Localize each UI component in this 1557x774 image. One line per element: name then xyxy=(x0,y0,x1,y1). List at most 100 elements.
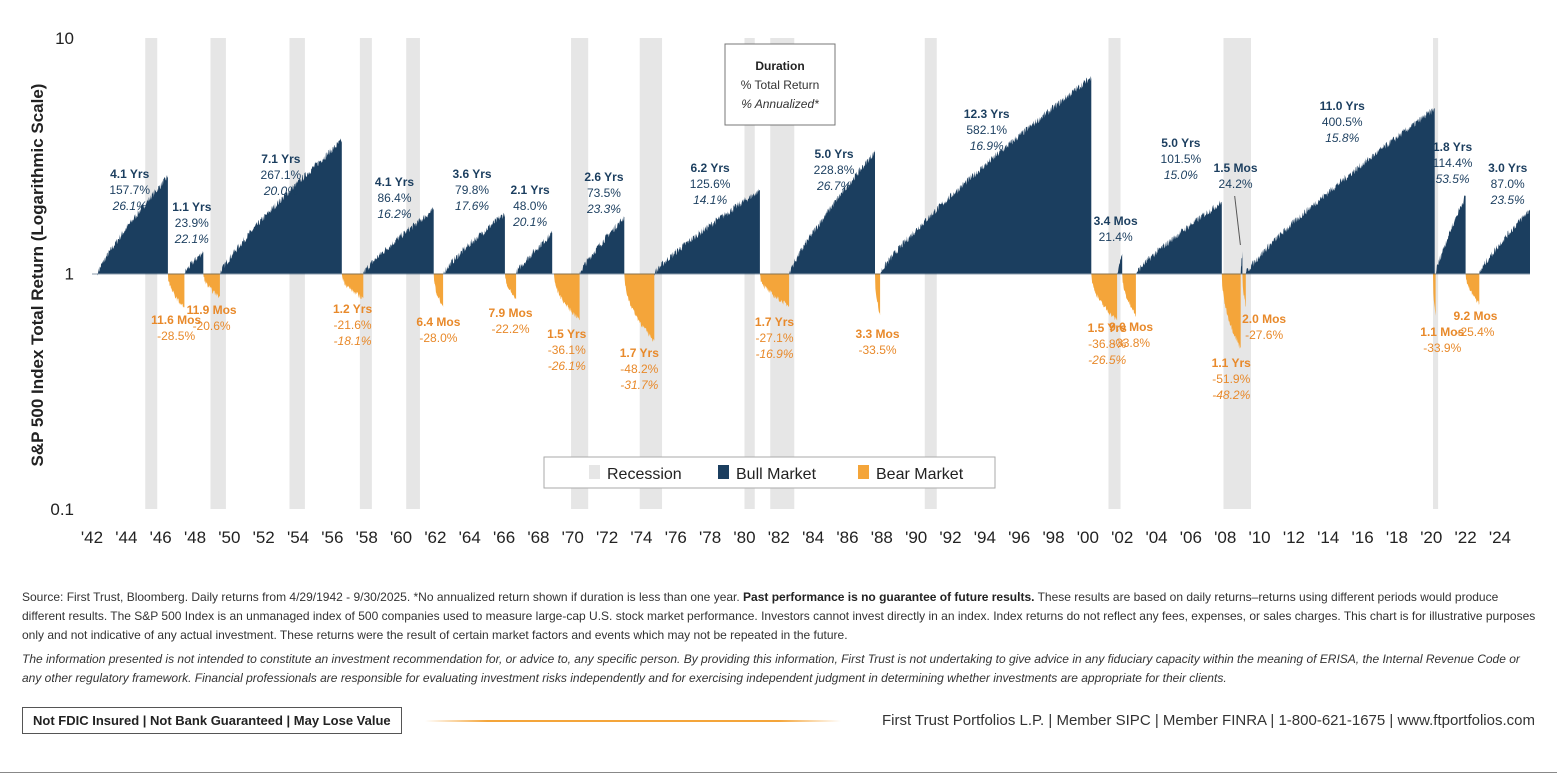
bull-area-4 xyxy=(443,212,505,275)
x-tick-0: '42 xyxy=(81,528,103,547)
bear-label-7-2: -16.9% xyxy=(755,347,793,361)
bull-label-9-2: 16.9% xyxy=(970,139,1004,153)
x-tick-40: '22 xyxy=(1455,528,1477,547)
bull-area-1 xyxy=(184,250,204,275)
bull-label-0-1: 157.7% xyxy=(109,183,150,197)
bull-label-2-2: 20.0% xyxy=(263,184,298,198)
leader-line-1-5-mos xyxy=(1234,195,1241,246)
bear-label-0-1: -28.5% xyxy=(157,329,195,343)
x-tick-10: '62 xyxy=(424,528,446,547)
bull-label-0-2: 26.1% xyxy=(112,199,147,213)
bull-label-5-0: 2.1 Yrs xyxy=(511,183,550,197)
x-tick-12: '66 xyxy=(493,528,515,547)
bear-label-10-0: 9.0 Mos xyxy=(1109,320,1153,334)
market-annotations: 4.1 Yrs 157.7% 26.1% 1.1 Yrs 23.9% 22.1% 7.1 Y… xyxy=(109,99,1527,402)
x-tick-28: '98 xyxy=(1042,528,1064,547)
bear-label-7-1: -27.1% xyxy=(755,331,793,345)
y-axis: 10 1 0.1 xyxy=(50,29,74,519)
disclaimer-note: The information presented is not intende… xyxy=(22,652,1520,685)
bull-area-2 xyxy=(219,138,342,275)
bull-label-12-0: 1.5 Mos xyxy=(1214,161,1258,175)
bear-area-8 xyxy=(875,273,881,316)
bull-label-14-2: 53.5% xyxy=(1436,172,1470,186)
bottom-rule xyxy=(0,772,1557,773)
bear-label-5-1: -36.1% xyxy=(548,343,586,357)
x-tick-17: '76 xyxy=(665,528,687,547)
bear-area-11 xyxy=(1221,273,1241,349)
source-note: Source: First Trust, Bloomberg. Daily re… xyxy=(22,590,1536,642)
x-tick-7: '56 xyxy=(321,528,343,547)
x-tick-8: '58 xyxy=(356,528,378,547)
bear-label-3-0: 6.4 Mos xyxy=(416,315,460,329)
x-tick-5: '52 xyxy=(253,528,275,547)
bear-label-6-2: -31.7% xyxy=(620,378,658,392)
legend-bull: Bull Market xyxy=(736,466,817,483)
x-tick-37: '16 xyxy=(1352,528,1374,547)
x-tick-34: '10 xyxy=(1248,528,1270,547)
bull-area-3 xyxy=(363,207,434,274)
bull-area-0 xyxy=(97,175,168,276)
bull-area-8 xyxy=(789,150,875,274)
bear-label-11-1: -51.9% xyxy=(1212,372,1250,386)
bull-label-11-0: 5.0 Yrs xyxy=(1161,136,1200,150)
bull-label-8-1: 228.8% xyxy=(814,163,855,177)
bull-label-1-1: 23.9% xyxy=(175,216,209,230)
x-tick-33: '08 xyxy=(1214,528,1236,547)
key-box: Duration % Total Return % Annualized* xyxy=(724,43,836,126)
legend-recession-swatch xyxy=(589,465,600,479)
bull-area-7 xyxy=(654,188,760,276)
bull-label-15-0: 3.0 Yrs xyxy=(1488,161,1527,175)
x-tick-31: '04 xyxy=(1145,528,1167,547)
bull-label-2-1: 267.1% xyxy=(261,168,302,182)
bear-area-4 xyxy=(504,273,517,300)
bull-area-15 xyxy=(1479,209,1530,274)
bull-area-12 xyxy=(1240,251,1243,274)
y-tick-0: 10 xyxy=(55,29,74,48)
bull-area-11 xyxy=(1135,200,1222,274)
bull-label-5-1: 48.0% xyxy=(513,199,547,213)
bull-area-5 xyxy=(516,230,553,275)
bull-label-4-2: 17.6% xyxy=(455,199,489,213)
bull-label-0-0: 4.1 Yrs xyxy=(110,167,149,181)
x-tick-20: '82 xyxy=(768,528,790,547)
bear-label-11-2: -48.2% xyxy=(1212,388,1250,402)
bear-area-9 xyxy=(1091,273,1118,321)
legend-bear-swatch xyxy=(858,465,869,479)
fdic-badge: Not FDIC Insured | Not Bank Guaranteed |… xyxy=(22,707,402,734)
x-axis: '42 '44 '46 '48 '50 '52 '54 '56 '58 '60 '62 '64 '66 '… xyxy=(81,528,1511,547)
bear-label-2-0: 1.2 Yrs xyxy=(333,302,372,316)
x-tick-27: '96 xyxy=(1008,528,1030,547)
x-tick-15: '72 xyxy=(596,528,618,547)
bull-label-13-2: 15.8% xyxy=(1325,131,1359,145)
x-tick-6: '54 xyxy=(287,528,309,547)
bull-label-10-1: 21.4% xyxy=(1099,230,1133,244)
bull-label-7-2: 14.1% xyxy=(693,193,727,207)
bull-label-8-0: 5.0 Yrs xyxy=(814,147,853,161)
bear-label-9-1: -36.8% xyxy=(1088,337,1126,351)
bull-label-12-1: 24.2% xyxy=(1219,177,1253,191)
x-tick-35: '12 xyxy=(1283,528,1305,547)
bull-label-9-1: 582.1% xyxy=(966,123,1007,137)
bear-area-14 xyxy=(1465,273,1480,305)
contact-info: First Trust Portfolios L.P. | Member SIP… xyxy=(881,712,1535,729)
bear-label-9-0: 1.5 Yrs xyxy=(1088,321,1127,335)
bear-area-0 xyxy=(167,273,185,308)
bear-label-1-1: -20.6% xyxy=(193,319,231,333)
y-tick-2: 0.1 xyxy=(50,500,74,519)
bull-area-14 xyxy=(1435,195,1466,274)
bull-label-9-0: 12.3 Yrs xyxy=(964,107,1010,121)
bull-area-10 xyxy=(1117,253,1123,274)
bull-area-6 xyxy=(579,216,625,274)
bear-label-4-0: 7.9 Mos xyxy=(489,306,533,320)
bear-label-8-1: -33.5% xyxy=(859,343,897,357)
x-tick-24: '90 xyxy=(905,528,927,547)
x-tick-11: '64 xyxy=(459,528,481,547)
key-total-return: % Total Return xyxy=(741,78,820,92)
x-tick-18: '78 xyxy=(699,528,721,547)
bull-label-10-0: 3.4 Mos xyxy=(1094,214,1138,228)
x-tick-22: '86 xyxy=(836,528,858,547)
bull-label-11-2: 15.0% xyxy=(1164,168,1198,182)
footer-divider xyxy=(425,720,841,722)
bull-label-3-1: 86.4% xyxy=(377,191,411,205)
bull-label-14-1: 114.4% xyxy=(1433,156,1473,170)
